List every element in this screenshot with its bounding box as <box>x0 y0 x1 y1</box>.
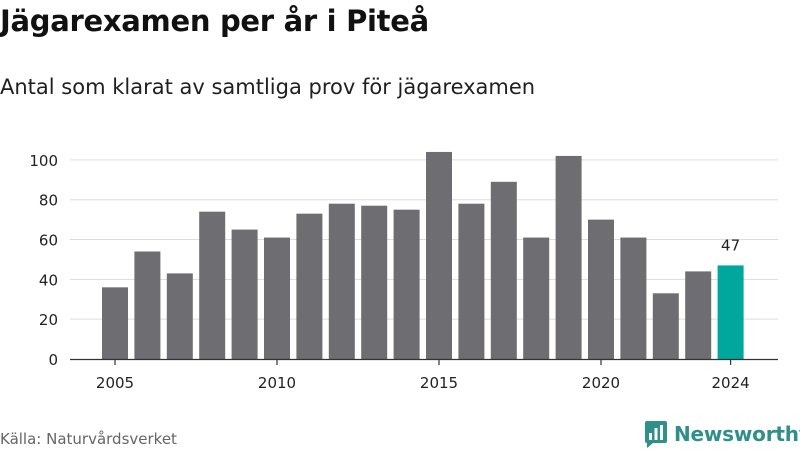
y-tick-label: 40 <box>39 271 58 289</box>
bars <box>102 151 744 359</box>
y-tick-label: 60 <box>39 232 58 250</box>
bar-2015 <box>426 151 452 359</box>
y-tick-label: 100 <box>29 152 58 170</box>
x-tick-label: 2020 <box>582 374 620 392</box>
chart-title: Jägarexamen per år i Piteå <box>0 4 429 38</box>
bar-2014 <box>393 209 420 359</box>
chart-subtitle: Antal som klarat av samtliga prov för jä… <box>0 75 536 99</box>
y-tick-label: 20 <box>39 311 58 329</box>
newsworthy-chart-bubble-icon <box>645 421 667 448</box>
bar-2006 <box>134 251 161 359</box>
bar-2008 <box>199 211 226 359</box>
bar-2023 <box>685 271 712 359</box>
y-tick-label: 80 <box>39 192 58 210</box>
bar-2018 <box>523 237 550 359</box>
bar-2009 <box>231 229 258 359</box>
x-tick-label: 2015 <box>420 374 458 392</box>
bar-2005 <box>102 287 128 359</box>
axes <box>70 358 778 365</box>
bar-2021 <box>620 237 647 359</box>
bar-2007 <box>166 273 193 359</box>
bar-2017 <box>490 181 517 359</box>
y-tick-label: 0 <box>48 351 58 369</box>
data-label-2024: 47 <box>721 236 740 254</box>
bar-2016 <box>458 203 485 359</box>
bar-2024 <box>717 265 744 359</box>
source-note: Källa: Naturvårdsverket <box>0 430 177 448</box>
brand: Newsworthy <box>644 419 800 449</box>
bar-2022 <box>652 293 679 359</box>
bar-2019 <box>555 155 582 359</box>
bar-2010 <box>264 237 290 359</box>
bar-2011 <box>296 213 323 359</box>
x-tick-label: 2024 <box>712 374 750 392</box>
bar-2020 <box>588 219 614 359</box>
labels: 0 20 40 60 80 100 2005 2010 2015 2020 2024 47 <box>29 152 749 392</box>
brand-name: Newsworthy <box>674 422 800 446</box>
bar-2012 <box>328 203 355 359</box>
x-tick-label: 2010 <box>258 374 296 392</box>
bar-2013 <box>361 205 388 359</box>
x-tick-label: 2005 <box>96 374 134 392</box>
